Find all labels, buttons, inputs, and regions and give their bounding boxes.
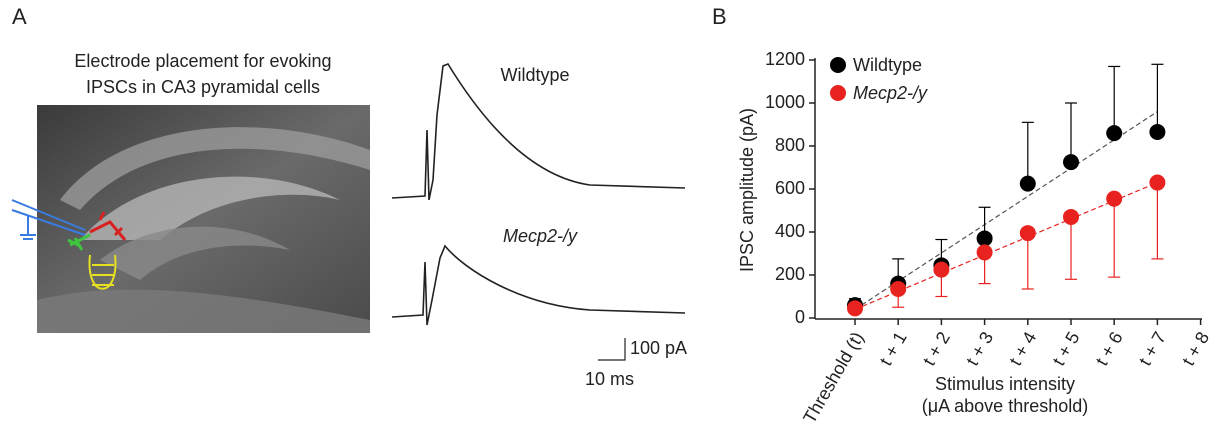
y-tick-label: 0 xyxy=(795,307,805,327)
point xyxy=(1019,175,1036,192)
traces xyxy=(391,63,686,361)
point xyxy=(976,244,993,261)
x-tick-label: t + 7 xyxy=(1135,328,1170,369)
y-tick-label: 600 xyxy=(775,178,805,198)
scale-label: 10 ms xyxy=(585,369,634,389)
trend-line xyxy=(854,111,1158,310)
trend-line xyxy=(854,181,1158,310)
trace-label: Mecp2-/y xyxy=(503,226,578,246)
x-tick-label: t + 2 xyxy=(919,328,954,369)
scale-label: 100 pA xyxy=(630,338,687,358)
panel-label: B xyxy=(712,4,727,29)
point xyxy=(933,261,950,278)
point xyxy=(847,300,863,317)
y-tick-label: 1200 xyxy=(765,49,805,69)
point xyxy=(976,230,993,247)
legend-marker xyxy=(830,85,846,101)
y-axis-title: IPSC amplitude (pA) xyxy=(737,108,757,272)
x-tick-label: t + 1 xyxy=(876,328,911,369)
legend-label: Mecp2-/y xyxy=(853,83,928,103)
x-axis-title: Stimulus intensity xyxy=(935,374,1075,394)
x-tick-label: Threshold (t) xyxy=(799,328,867,425)
trace-label: Wildtype xyxy=(500,65,569,85)
legend-label: Wildtype xyxy=(853,55,922,75)
point xyxy=(1149,124,1166,141)
x-tick-label: t + 8 xyxy=(1178,328,1213,369)
y-tick-label: 1000 xyxy=(765,92,805,112)
x-tick-label: t + 3 xyxy=(962,328,997,369)
point xyxy=(1063,154,1079,171)
x-tick-label: t + 4 xyxy=(1005,328,1040,369)
image-title: Electrode placement for evoking xyxy=(74,51,331,71)
brain-image xyxy=(11,105,370,333)
panel-label: A xyxy=(12,4,27,29)
image-title: IPSCs in CA3 pyramidal cells xyxy=(86,77,320,97)
point xyxy=(1019,225,1036,242)
y-tick-label: 400 xyxy=(775,221,805,241)
x-axis-title: (μA above threshold) xyxy=(922,396,1088,416)
y-tick-label: 200 xyxy=(775,264,805,284)
x-tick-label: t + 5 xyxy=(1048,328,1083,369)
point xyxy=(1063,208,1079,225)
point xyxy=(890,280,907,297)
legend-marker xyxy=(830,57,846,73)
y-tick-label: 800 xyxy=(775,135,805,155)
point xyxy=(1149,174,1166,191)
point xyxy=(1106,190,1123,207)
point xyxy=(1106,125,1123,142)
x-tick-label: t + 6 xyxy=(1092,328,1127,369)
